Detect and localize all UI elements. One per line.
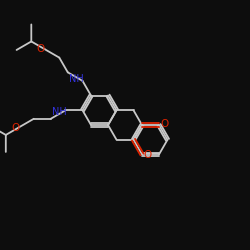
Text: NH: NH — [69, 74, 84, 84]
Text: O: O — [144, 150, 152, 160]
Text: NH: NH — [52, 107, 66, 117]
Text: O: O — [11, 123, 19, 133]
Text: O: O — [36, 44, 45, 54]
Text: O: O — [160, 119, 168, 129]
